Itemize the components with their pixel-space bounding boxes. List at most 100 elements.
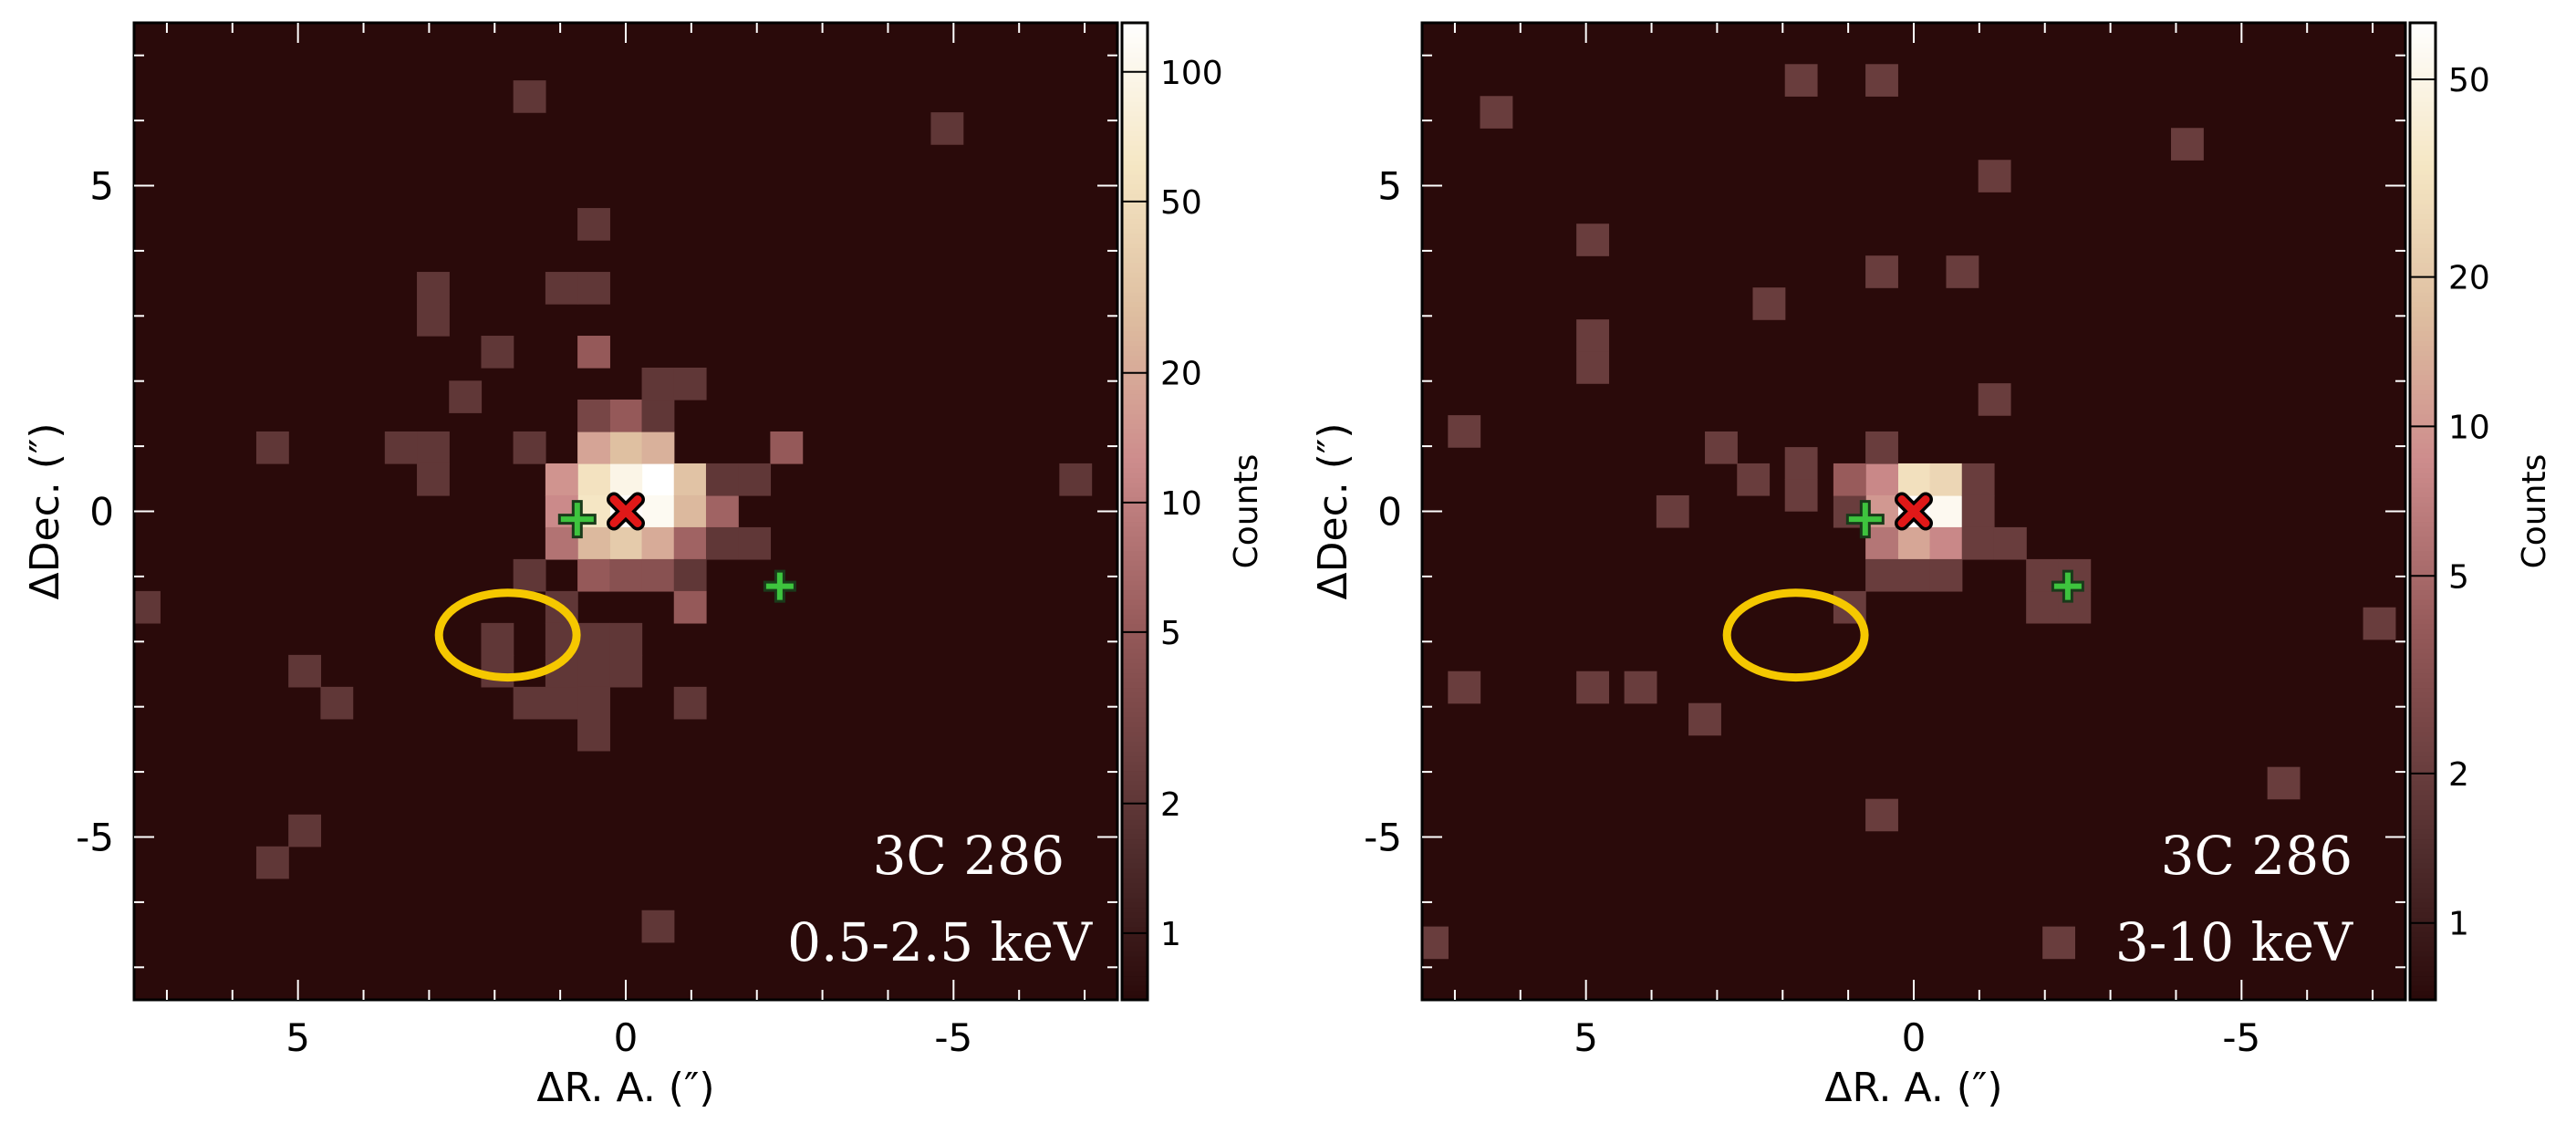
colorbar-segment: [1122, 418, 1148, 424]
colorbar-frame: [1120, 21, 1149, 1002]
count-pixel: [1978, 160, 2011, 192]
colorbar-segment: [2410, 340, 2436, 347]
colorbar-segment: [1122, 252, 1148, 258]
colorbar-segment: [1122, 731, 1148, 737]
colorbar-segment: [2410, 984, 2436, 992]
colorbar-segment: [2410, 521, 2436, 527]
colorbar-segment: [2410, 598, 2436, 606]
colorbar-segment: [2410, 712, 2436, 718]
colorbar-frame: [2408, 21, 2437, 1002]
colorbar-tick-label: 2: [1160, 786, 1181, 824]
colorbar-segment: [1122, 515, 1148, 523]
count-pixel: [1576, 224, 1610, 256]
colorbar-segment: [1122, 545, 1148, 552]
colorbar-segment: [1122, 530, 1148, 537]
colorbar-segment: [1122, 716, 1148, 723]
colorbar-segment: [1122, 486, 1148, 493]
colorbar-segment: [1122, 86, 1148, 92]
colorbar-segment: [1122, 120, 1148, 127]
colorbar-segment: [1122, 735, 1148, 742]
colorbar-segment: [2410, 706, 2436, 712]
colorbar-segment: [1122, 643, 1148, 650]
colorbar-tick-label: 100: [1160, 55, 1223, 92]
colorbar-segment: [1122, 364, 1148, 371]
colorbar-segment: [2410, 677, 2436, 683]
count-pixel: [673, 558, 707, 592]
count-pixel: [417, 304, 450, 337]
colorbar-segment: [2410, 237, 2436, 244]
annotation-source: 3C 286: [873, 825, 1065, 887]
colorbar-segment: [2410, 462, 2436, 469]
colorbar-segment: [1122, 764, 1148, 772]
count-pixel: [1705, 431, 1738, 464]
colorbar-segment: [2410, 335, 2436, 341]
colorbar-segment: [1122, 613, 1148, 620]
colorbar-segment: [1122, 540, 1148, 546]
colorbar-segment: [1122, 799, 1148, 806]
colorbar-segment: [2410, 115, 2436, 121]
colorbar-segment: [1122, 804, 1148, 810]
colorbar-segment: [2410, 501, 2436, 507]
colorbar-segment: [2410, 242, 2436, 249]
colorbar-segment: [2410, 296, 2436, 303]
count-pixel: [417, 431, 450, 464]
colorbar-segment: [2410, 384, 2436, 390]
colorbar-segment: [1122, 961, 1148, 967]
colorbar-segment: [1122, 584, 1148, 590]
colorbar-segment: [1122, 501, 1148, 507]
colorbar-segment: [1122, 428, 1148, 434]
colorbar-segment: [1122, 575, 1148, 581]
colorbar-segment: [2410, 100, 2436, 107]
colorbar-segment: [1122, 423, 1148, 430]
count-pixel: [1897, 558, 1931, 592]
colorbar-title: Counts: [1228, 454, 1265, 569]
colorbar-segment: [1122, 140, 1148, 146]
colorbar-segment: [2410, 326, 2436, 332]
colorbar-segment: [2410, 159, 2436, 166]
colorbar-segment: [1122, 789, 1148, 795]
colorbar-segment: [1122, 980, 1148, 986]
colorbar-segment: [2410, 67, 2436, 73]
colorbar-segment: [1122, 990, 1148, 996]
colorbar-segment: [1122, 579, 1148, 586]
colorbar-segment: [2410, 555, 2436, 561]
y-tick-label: -5: [76, 816, 114, 860]
colorbar-segment: [1122, 345, 1148, 351]
colorbar-segment: [1122, 916, 1148, 923]
colorbar-segment: [1122, 130, 1148, 136]
count-pixel: [1993, 526, 2027, 560]
colorbar-segment: [2410, 897, 2436, 903]
counts-image: [134, 80, 1093, 943]
colorbar-segment: [1122, 604, 1148, 610]
colorbar-segment: [1122, 608, 1148, 615]
count-pixel: [673, 367, 707, 400]
colorbar-segment: [1122, 755, 1148, 762]
colorbar-segment: [2410, 154, 2436, 161]
colorbar-segment: [2410, 203, 2436, 210]
count-pixel: [1737, 463, 1771, 496]
colorbar-segment: [2410, 452, 2436, 459]
x-tick-label: 5: [1574, 1015, 1598, 1060]
colorbar-segment: [1122, 926, 1148, 932]
colorbar-segment: [2410, 61, 2436, 68]
colorbar-segment: [2410, 951, 2436, 957]
colorbar-segment: [1122, 858, 1148, 864]
count-pixel: [673, 494, 707, 528]
colorbar-segment: [2410, 511, 2436, 517]
count-pixel: [641, 494, 675, 528]
colorbar-segment: [1122, 677, 1148, 683]
colorbar-segment: [1122, 286, 1148, 293]
colorbar-segment: [2410, 545, 2436, 552]
colorbar-segment: [2410, 735, 2436, 742]
x-axis-title: ΔR. A. (″): [1824, 1065, 2002, 1111]
count-pixel: [641, 558, 675, 592]
colorbar-segment: [2410, 208, 2436, 214]
count-pixel: [1865, 64, 1898, 97]
colorbar-segment: [2410, 785, 2436, 791]
colorbar-segment: [1122, 833, 1148, 840]
count-pixel: [1929, 526, 1963, 560]
colorbar-segment: [1122, 452, 1148, 459]
colorbar-segment: [1122, 496, 1148, 503]
colorbar-segment: [2410, 57, 2436, 63]
colorbar-segment: [1122, 892, 1148, 899]
